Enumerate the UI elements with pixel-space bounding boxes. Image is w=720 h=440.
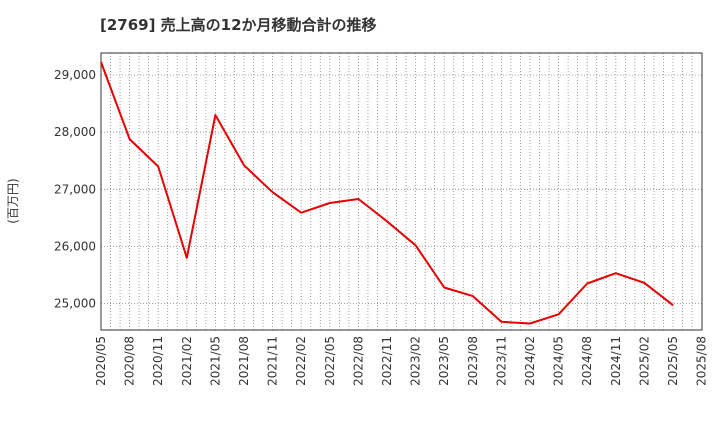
x-tick-label: 2025/08: [695, 336, 709, 386]
x-tick-label: 2025/02: [637, 336, 651, 386]
x-tick-label: 2025/05: [666, 336, 680, 386]
x-tick-label: 2021/05: [208, 336, 222, 386]
x-tick-label: 2024/02: [523, 336, 537, 386]
y-tick-label: 29,000: [54, 68, 96, 82]
x-tick-label: 2021/08: [237, 336, 251, 386]
y-tick-label: 26,000: [54, 239, 96, 253]
x-tick-label: 2020/11: [151, 336, 165, 386]
x-tick-label: 2024/08: [580, 336, 594, 386]
grid-lines: [101, 53, 702, 330]
y-tick-label: 27,000: [54, 182, 96, 196]
x-tick-label: 2020/05: [94, 336, 108, 386]
plot-area-border: [100, 52, 703, 331]
x-tick-label: 2023/11: [494, 336, 508, 386]
x-tick-label: 2022/05: [323, 336, 337, 386]
x-tick-label: 2024/05: [552, 336, 566, 386]
x-tick-label: 2023/05: [437, 336, 451, 386]
x-axis-ticks: 2020/05 2020/08 2020/11 2021/02 2021/05 2021/…: [94, 336, 709, 386]
x-tick-label: 2024/11: [609, 336, 623, 386]
x-tick-label: 2022/11: [380, 336, 394, 386]
x-tick-label: 2023/02: [409, 336, 423, 386]
series-group: [100, 61, 674, 325]
x-tick-label: 2022/08: [351, 336, 365, 386]
chart-title: [2769] 売上高の12か月移動合計の推移: [100, 16, 377, 34]
y-axis-label: (百万円): [6, 178, 20, 223]
x-tick-label: 2023/08: [466, 336, 480, 386]
y-tick-label: 25,000: [54, 297, 96, 311]
x-tick-label: 2021/11: [266, 336, 280, 386]
y-axis-ticks: 25,000 26,000 27,000 28,000 29,000: [54, 68, 96, 310]
x-tick-label: 2022/02: [294, 336, 308, 386]
x-tick-label: 2020/08: [123, 336, 137, 386]
series-line: [100, 61, 674, 325]
x-tick-label: 2021/02: [180, 336, 194, 386]
y-tick-label: 28,000: [54, 125, 96, 139]
